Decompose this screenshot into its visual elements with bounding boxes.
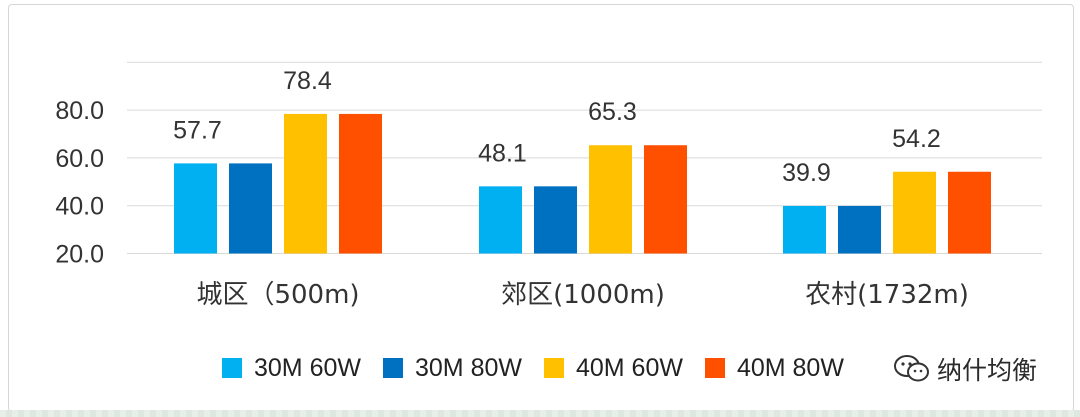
data-label: 54.2 xyxy=(892,125,941,153)
y-tick-label: 60.0 xyxy=(55,145,104,173)
legend-swatch xyxy=(222,358,242,378)
legend-swatch xyxy=(382,358,403,378)
bar xyxy=(534,186,577,254)
bar xyxy=(893,171,936,254)
data-label: 57.7 xyxy=(173,116,222,144)
legend-label: 30M 80W xyxy=(414,353,522,382)
bar xyxy=(284,113,327,254)
bar xyxy=(783,205,826,254)
bar xyxy=(589,145,632,254)
x-tick-label: 城区（500m) xyxy=(196,280,359,310)
y-tick-label: 40.0 xyxy=(55,193,104,221)
legend-swatch xyxy=(704,358,725,378)
legend-item-40m-80w: 40M 80W xyxy=(704,353,844,383)
bar xyxy=(948,171,991,254)
bar xyxy=(644,145,687,254)
x-tick-label: 郊区(1000m) xyxy=(501,280,665,310)
watermark: 纳什均衡 xyxy=(893,352,1037,386)
bar xyxy=(479,186,522,254)
bottom-strip xyxy=(0,410,1080,417)
legend: 30M 60W 30M 80W 40M 60W 40M 80W xyxy=(222,350,866,386)
legend-label: 40M 80W xyxy=(736,353,844,382)
data-label: 65.3 xyxy=(588,98,637,126)
bar xyxy=(174,163,217,254)
legend-item-40m-60w: 40M 60W xyxy=(543,353,683,383)
legend-item-30m-60w: 30M 60W xyxy=(222,354,361,383)
legend-swatch xyxy=(543,358,564,378)
wechat-icon xyxy=(894,355,929,382)
legend-item-30m-80w: 30M 80W xyxy=(382,353,522,383)
data-label: 39.9 xyxy=(782,159,831,187)
y-tick-label: 20.0 xyxy=(55,241,104,269)
y-tick-label: 80.0 xyxy=(55,97,104,125)
legend-label: 40M 60W xyxy=(575,353,683,382)
bar xyxy=(229,163,272,254)
bar xyxy=(339,113,382,254)
x-tick-label: 农村(1732m) xyxy=(805,280,969,310)
data-label: 78.4 xyxy=(283,67,332,95)
legend-label: 30M 60W xyxy=(254,353,361,382)
data-label: 48.1 xyxy=(478,139,527,167)
bar xyxy=(838,205,881,254)
watermark-text: 纳什均衡 xyxy=(937,356,1038,385)
